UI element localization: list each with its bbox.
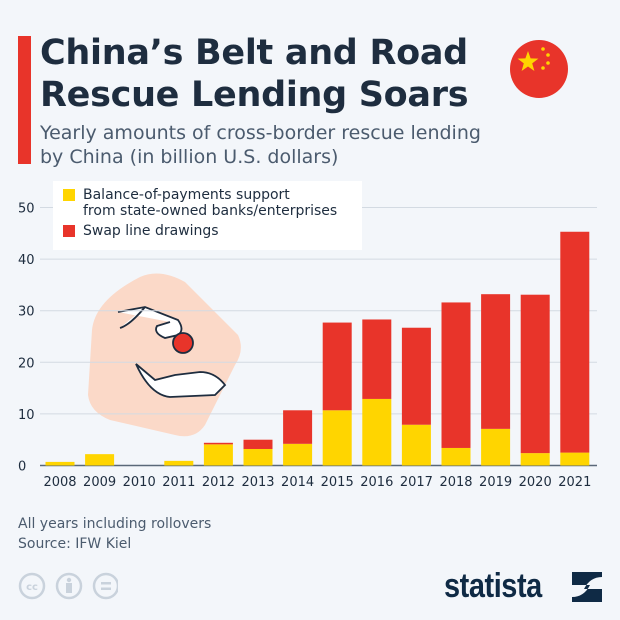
title-line: Rescue Lending Soars xyxy=(40,75,469,115)
hand-coin-illustration xyxy=(88,273,241,437)
bar-2021-bop xyxy=(560,452,590,466)
bar-2013-swap xyxy=(243,439,273,449)
x-tick-label: 2016 xyxy=(360,475,393,490)
cc-icon xyxy=(18,572,46,600)
stacked-bar-chart: 0 10 20 30 40 50 2008 2009 2010 2011 2012 2013 2014 2… xyxy=(18,202,597,490)
legend-swatch-red xyxy=(63,225,75,237)
bar-2016-swap xyxy=(362,319,392,399)
y-tick-label: 0 xyxy=(18,460,26,475)
y-tick-label: 30 xyxy=(18,305,35,320)
x-tick-label: 2017 xyxy=(400,475,433,490)
bar-2020-bop xyxy=(520,453,550,466)
legend-label: from state-owned banks/enterprises xyxy=(83,203,338,219)
y-tick-label: 40 xyxy=(18,253,35,268)
bar-2014-swap xyxy=(283,410,313,444)
subtitle-line: Yearly amounts of cross-border rescue le… xyxy=(40,122,481,144)
y-tick-label: 50 xyxy=(18,202,35,217)
svg-text:cc: cc xyxy=(26,582,38,593)
footnotes: All years including rollovers Source: IFW… xyxy=(18,514,211,554)
page-title: China’s Belt and Road Rescue Lending Soar… xyxy=(40,32,469,116)
by-icon xyxy=(55,572,83,600)
bar-2011-bop xyxy=(164,460,194,466)
bar-2017-swap xyxy=(401,327,431,425)
china-flag-icon xyxy=(510,40,568,98)
legend-item-bop: Balance-of-payments support from state-ow… xyxy=(63,187,352,219)
bar-2015-swap xyxy=(322,322,352,411)
legend-label: Swap line drawings xyxy=(83,223,219,239)
bar-2008-bop xyxy=(45,461,75,466)
bar-2013-bop xyxy=(243,448,273,466)
bar-2020-swap xyxy=(520,294,550,454)
title-accent-bar xyxy=(18,36,31,164)
bar-2018-bop xyxy=(441,447,471,466)
bar-2018-swap xyxy=(441,302,471,448)
x-tick-label: 2015 xyxy=(321,475,354,490)
subtitle-line: by China (in billion U.S. dollars) xyxy=(40,146,339,168)
source-text: Source: IFW Kiel xyxy=(18,536,132,552)
x-tick-label: 2020 xyxy=(519,475,552,490)
title-line: China’s Belt and Road xyxy=(40,33,468,73)
x-tick-label: 2008 xyxy=(43,475,76,490)
nd-icon xyxy=(92,572,118,600)
bar-2014-bop xyxy=(283,443,313,466)
statista-logo[interactable]: statista xyxy=(444,567,602,606)
legend-label: Balance-of-payments support xyxy=(83,187,290,203)
legend: Balance-of-payments support from state-ow… xyxy=(53,181,362,250)
statista-logo-icon xyxy=(572,571,602,602)
brand-text: statista xyxy=(444,567,542,605)
note-text: All years including rollovers xyxy=(18,516,212,532)
bar-2021-swap xyxy=(560,231,590,453)
bar-2015-bop xyxy=(322,410,352,466)
y-tick-label: 10 xyxy=(18,408,35,423)
bar-2009-bop xyxy=(85,454,115,466)
x-tick-label: 2011 xyxy=(162,475,195,490)
legend-swatch-yellow xyxy=(63,189,75,201)
bar-2017-bop xyxy=(401,424,431,466)
bar-2019-bop xyxy=(481,428,511,466)
bar-2012-swap xyxy=(203,442,233,445)
y-tick-label: 20 xyxy=(18,356,35,371)
bar-2012-bop xyxy=(203,444,233,466)
bar-2016-bop xyxy=(362,398,392,466)
x-tick-label: 2013 xyxy=(241,475,274,490)
x-tick-label: 2018 xyxy=(439,475,472,490)
x-tick-label: 2021 xyxy=(558,475,591,490)
x-tick-label: 2009 xyxy=(83,475,116,490)
legend-item-swap: Swap line drawings xyxy=(63,223,352,239)
x-tick-label: 2012 xyxy=(202,475,235,490)
x-tick-label: 2019 xyxy=(479,475,512,490)
x-tick-label: 2010 xyxy=(123,475,156,490)
x-tick-label: 2014 xyxy=(281,475,314,490)
bar-2019-swap xyxy=(481,294,511,429)
subtitle: Yearly amounts of cross-border rescue le… xyxy=(40,121,481,169)
license-icons[interactable]: cc xyxy=(18,572,118,602)
